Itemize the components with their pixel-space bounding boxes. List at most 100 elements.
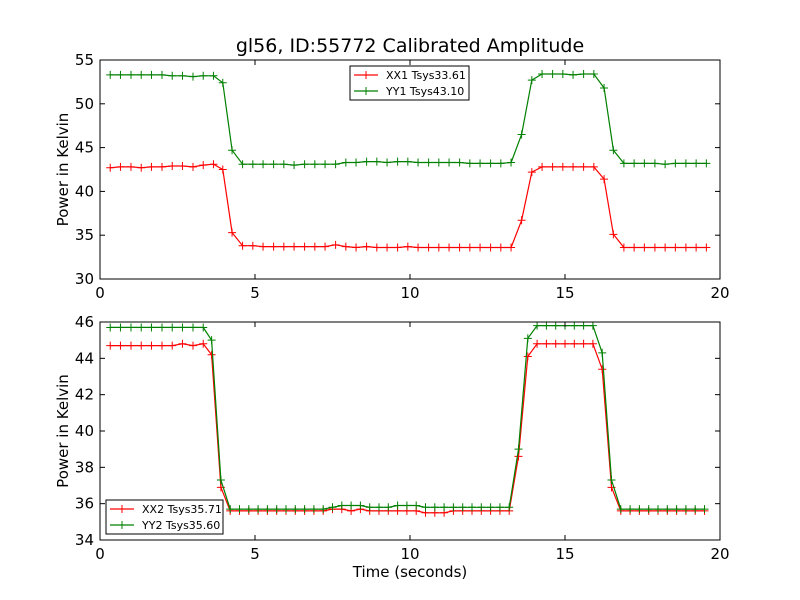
data-point <box>356 501 365 510</box>
data-point <box>300 242 309 251</box>
data-point <box>321 242 330 251</box>
data-point <box>291 505 300 514</box>
x-tick-label: 10 <box>400 545 419 563</box>
data-point <box>244 505 253 514</box>
data-point <box>137 323 146 332</box>
data-point <box>533 339 542 348</box>
legend-box <box>349 65 470 101</box>
data-point <box>588 339 597 348</box>
data-point <box>412 501 421 510</box>
data-point <box>199 323 208 332</box>
data-point <box>640 243 649 252</box>
data-point <box>465 159 474 168</box>
data-point <box>700 505 709 514</box>
data-point <box>486 159 495 168</box>
data-point <box>337 501 346 510</box>
data-point <box>127 323 135 332</box>
data-point <box>626 505 635 514</box>
data-point <box>434 158 443 167</box>
data-point <box>630 243 639 252</box>
data-point <box>238 160 247 169</box>
data-point <box>671 243 680 252</box>
legend-label-1: XX1 Tsys33.61 <box>386 69 466 82</box>
data-point <box>300 160 309 169</box>
data-point <box>168 323 177 332</box>
data-point <box>178 71 187 80</box>
data-point <box>352 243 361 252</box>
data-point <box>309 505 318 514</box>
x-axis-label: Time (seconds) <box>352 563 468 581</box>
data-point <box>372 157 381 166</box>
y-tick-label: 55 <box>75 51 94 69</box>
data-point <box>106 341 115 350</box>
legend-marker-1 <box>362 71 370 79</box>
data-point <box>393 501 402 510</box>
legend: XX2 Tsys35.71 YY2 Tsys35.60 <box>105 499 224 535</box>
series-markers-2 <box>106 70 711 170</box>
data-point <box>137 341 146 350</box>
data-point <box>654 505 662 514</box>
data-point <box>310 242 319 251</box>
data-point <box>402 501 411 510</box>
data-point <box>228 228 237 237</box>
y-tick-label: 36 <box>75 495 94 513</box>
data-point <box>505 503 514 512</box>
data-point <box>178 161 187 170</box>
data-point <box>319 505 328 514</box>
data-point <box>449 503 458 512</box>
data-point <box>147 323 156 332</box>
data-point <box>507 158 516 167</box>
data-point <box>440 503 449 512</box>
x-tick-label: 0 <box>95 545 105 563</box>
data-point <box>661 160 670 169</box>
data-point <box>290 161 299 170</box>
data-point <box>533 321 542 330</box>
data-point <box>465 243 474 252</box>
data-point <box>561 339 569 348</box>
data-point <box>189 72 197 81</box>
x-tick-label: 15 <box>555 545 574 563</box>
data-point <box>168 341 177 350</box>
data-point <box>375 503 383 512</box>
data-point <box>209 71 218 80</box>
data-point <box>579 339 588 348</box>
chart-title: gl56, ID:55772 Calibrated Amplitude <box>236 35 584 57</box>
data-point <box>352 158 361 167</box>
data-point <box>424 158 433 167</box>
data-point <box>476 159 485 168</box>
data-point <box>403 242 412 251</box>
y-axis-label: Power in Kelvin <box>54 113 72 227</box>
data-point <box>692 159 701 168</box>
data-point <box>495 503 504 512</box>
data-point <box>259 242 268 251</box>
legend-label-2: YY2 Tsys35.60 <box>141 519 220 532</box>
data-point <box>619 159 628 168</box>
data-point <box>365 503 374 512</box>
data-point <box>238 241 247 250</box>
data-point <box>579 70 588 79</box>
data-point <box>681 159 690 168</box>
data-point <box>116 341 125 350</box>
data-point <box>207 336 216 345</box>
data-point <box>548 70 557 79</box>
data-point <box>514 445 523 454</box>
y-tick-label: 50 <box>75 95 94 113</box>
legend-label-1: XX2 Tsys35.71 <box>142 503 222 516</box>
data-point <box>588 321 597 330</box>
data-point <box>137 163 146 172</box>
data-point <box>445 158 454 167</box>
y-tick-label: 46 <box>75 313 94 331</box>
data-point <box>272 505 281 514</box>
data-point <box>209 160 218 169</box>
data-point <box>663 505 672 514</box>
data-point <box>383 158 392 167</box>
data-point <box>538 70 547 79</box>
data-point <box>279 160 288 169</box>
x-tick-label: 20 <box>710 284 729 302</box>
legend-marker-1 <box>118 505 126 513</box>
data-point <box>616 505 625 514</box>
data-point <box>106 163 115 172</box>
data-point <box>189 162 197 171</box>
data-point <box>414 158 423 167</box>
